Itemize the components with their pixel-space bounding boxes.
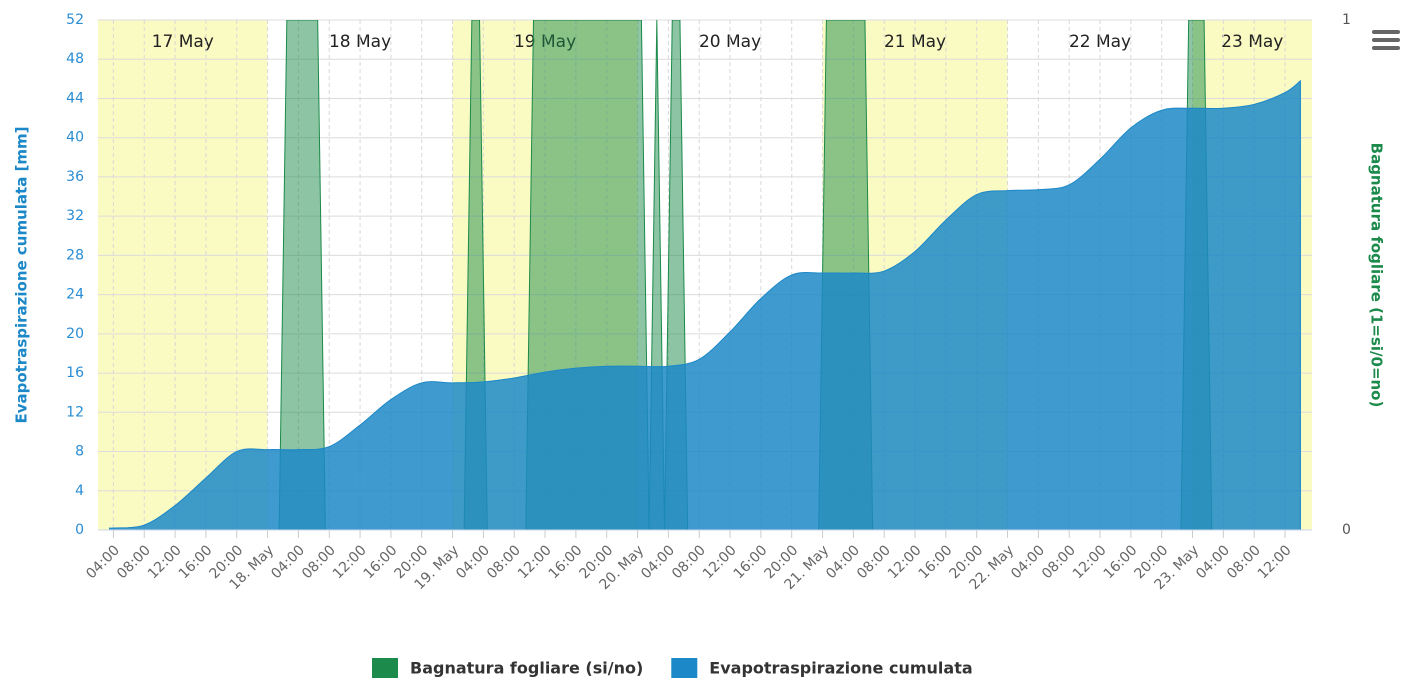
x-tick-label: 04:00: [1193, 542, 1233, 582]
legend: Bagnatura fogliare (si/no) Evapotraspiraz…: [372, 658, 973, 678]
x-tick-label: 04:00: [1008, 542, 1048, 582]
y-tick-label: 40: [66, 130, 84, 146]
y-tick-label: 28: [66, 247, 84, 263]
x-tick-label: 12:00: [330, 542, 370, 582]
x-tick-label: 08:00: [1039, 542, 1079, 582]
x-tick-label: 04:00: [453, 542, 493, 582]
x-tick-label: 12:00: [700, 542, 740, 582]
area-series: [109, 79, 1301, 530]
x-tick-label: 04:00: [268, 542, 308, 582]
y-tick-label: 16: [66, 365, 84, 381]
y-tick-label: 0: [75, 522, 84, 538]
menu-bar: [1372, 30, 1400, 34]
plot-band: [98, 20, 268, 530]
y-tick-label: 12: [66, 404, 84, 420]
menu-button[interactable]: [1372, 30, 1400, 50]
legend-swatch: [372, 658, 398, 678]
menu-bar: [1372, 46, 1400, 50]
y-tick-label: 20: [66, 326, 84, 342]
y2-axis-title: Bagnatura fogliare (1=si/0=no): [1368, 143, 1386, 408]
y-tick-label: 8: [75, 444, 84, 460]
x-tick-label: 12:00: [885, 542, 925, 582]
band-label: 17 May: [152, 32, 214, 52]
x-tick-label: 08:00: [299, 542, 339, 582]
x-tick-label: 08:00: [1224, 542, 1264, 582]
x-tick-label: 16:00: [1101, 542, 1141, 582]
y-tick-label: 4: [75, 483, 84, 499]
y-tick-label: 48: [66, 51, 84, 67]
x-tick-label: 08:00: [669, 542, 709, 582]
band-label: 23 May: [1221, 32, 1283, 52]
x-tick-label: 08:00: [854, 542, 894, 582]
y-tick-label: 32: [66, 208, 84, 224]
y-tick-label: 24: [66, 287, 84, 303]
series-layer: [109, 20, 1301, 530]
x-tick-label: 12:00: [515, 542, 555, 582]
x-tick-label: 12:00: [1070, 542, 1110, 582]
legend-swatch: [671, 658, 698, 678]
y-tick-label: 44: [66, 90, 84, 106]
x-tick-label: 16:00: [176, 542, 216, 582]
x-tick-label: 12:00: [145, 542, 185, 582]
y-axis-title: Evapotraspirazione cumulata [mm]: [13, 126, 31, 423]
y2-tick-label: 1: [1342, 12, 1351, 28]
y2-tick-label: 0: [1342, 522, 1351, 538]
x-tick-label: 12:00: [1255, 542, 1295, 582]
y-tick-label: 52: [66, 12, 84, 28]
x-tick-label: 16:00: [546, 542, 586, 582]
x-tick-label: 08:00: [484, 542, 524, 582]
x-tick-label: 16:00: [361, 542, 401, 582]
x-tick-label: 04:00: [83, 542, 123, 582]
legend-label: Bagnatura fogliare (si/no): [410, 659, 643, 678]
x-tick-label: 16:00: [731, 542, 771, 582]
legend-label: Evapotraspirazione cumulata: [709, 659, 972, 678]
x-tick-label: 08:00: [114, 542, 154, 582]
y-tick-label: 36: [66, 169, 84, 185]
x-tick-label: 16:00: [916, 542, 956, 582]
x-tick-label: 04:00: [823, 542, 863, 582]
x-tick-label: 04:00: [638, 542, 678, 582]
menu-bar: [1372, 38, 1400, 42]
